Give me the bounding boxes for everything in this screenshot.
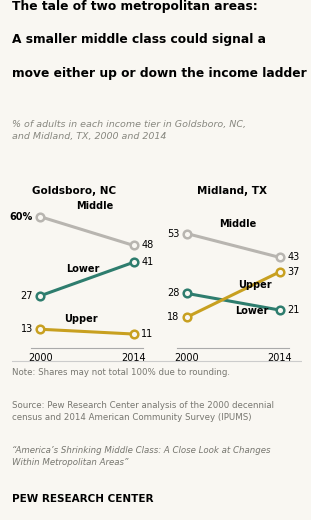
Text: 53: 53: [167, 228, 179, 239]
Text: 21: 21: [287, 305, 300, 315]
Text: move either up or down the income ladder: move either up or down the income ladder: [12, 67, 307, 80]
Text: 43: 43: [287, 252, 299, 263]
Text: 60%: 60%: [10, 212, 33, 222]
Text: Middle: Middle: [76, 201, 113, 211]
Text: PEW RESEARCH CENTER: PEW RESEARCH CENTER: [12, 494, 154, 504]
Text: 13: 13: [21, 324, 33, 334]
Text: “America’s Shrinking Middle Class: A Close Look at Changes
Within Metropolitan A: “America’s Shrinking Middle Class: A Clo…: [12, 446, 271, 466]
Text: % of adults in each income tier in Goldsboro, NC,
and Midland, TX, 2000 and 2014: % of adults in each income tier in Golds…: [12, 120, 246, 141]
Text: Middle: Middle: [219, 219, 257, 229]
Text: Source: Pew Research Center analysis of the 2000 decennial
census and 2014 Ameri: Source: Pew Research Center analysis of …: [12, 401, 274, 422]
Text: 37: 37: [287, 267, 300, 277]
Text: Midland, TX: Midland, TX: [197, 186, 267, 196]
Text: A smaller middle class could signal a: A smaller middle class could signal a: [12, 33, 267, 46]
Text: 41: 41: [141, 257, 153, 267]
Text: Goldsboro, NC: Goldsboro, NC: [32, 186, 116, 196]
Text: Upper: Upper: [238, 280, 272, 290]
Text: The tale of two metropolitan areas:: The tale of two metropolitan areas:: [12, 0, 258, 13]
Text: Upper: Upper: [64, 315, 97, 324]
Text: 27: 27: [21, 291, 33, 301]
Text: 48: 48: [141, 240, 153, 251]
Text: Note: Shares may not total 100% due to rounding.: Note: Shares may not total 100% due to r…: [12, 369, 230, 378]
Text: Lower: Lower: [235, 306, 268, 316]
Text: Lower: Lower: [67, 264, 100, 274]
Text: 28: 28: [167, 289, 179, 298]
Text: 11: 11: [141, 329, 153, 339]
Text: 18: 18: [167, 313, 179, 322]
